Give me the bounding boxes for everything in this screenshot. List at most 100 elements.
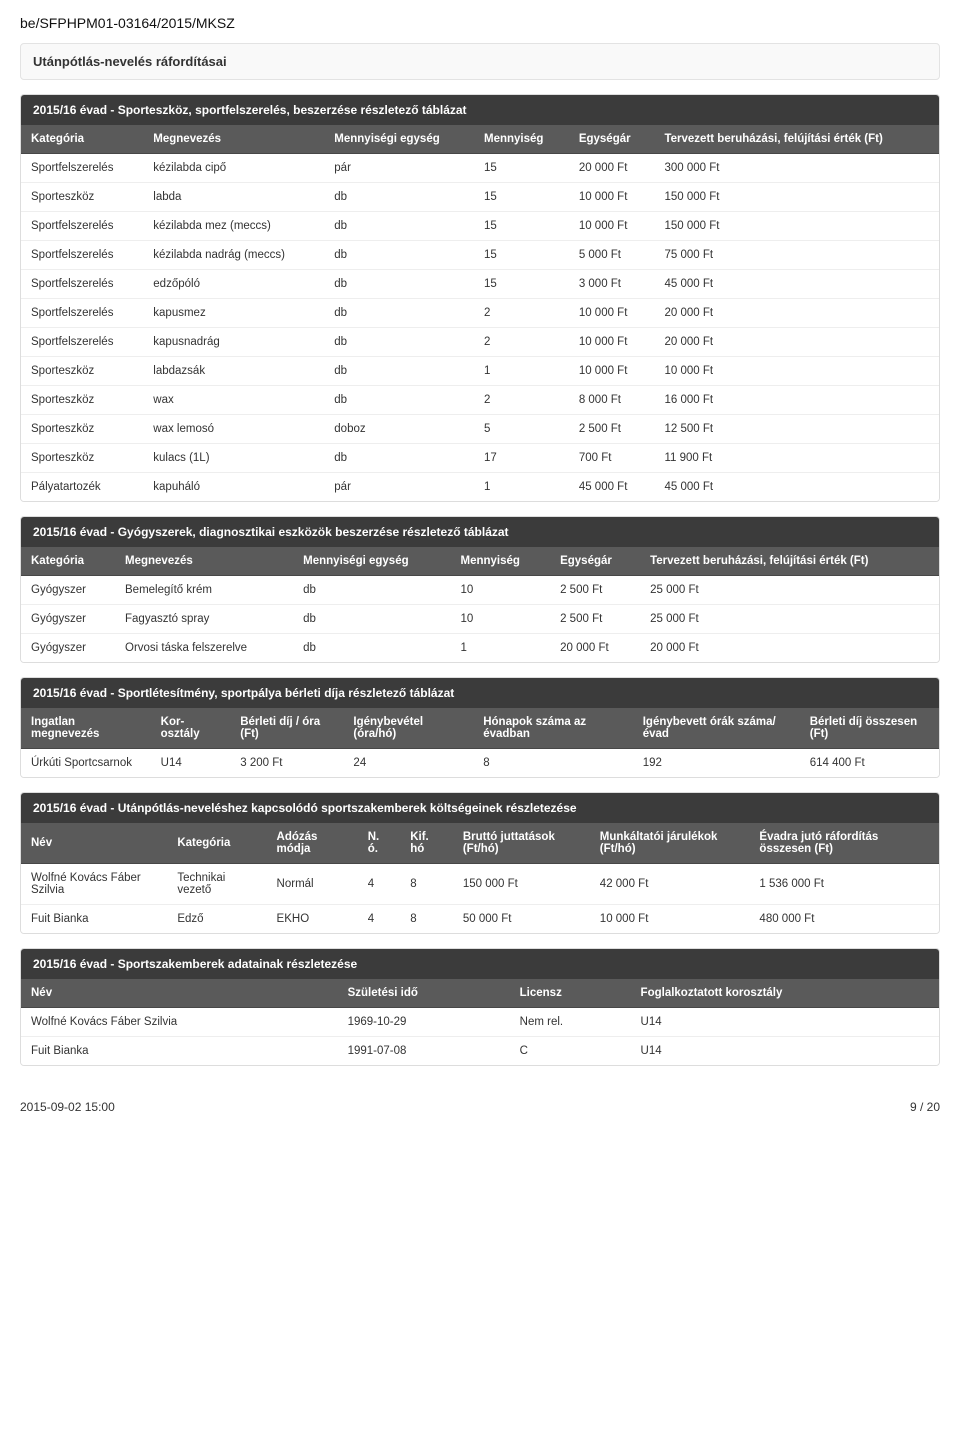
table-cell: 4 (358, 864, 400, 905)
table-cell: 25 000 Ft (640, 605, 939, 634)
table-cell: 3 200 Ft (230, 749, 343, 778)
table-cell: 25 000 Ft (640, 576, 939, 605)
table-row: Sportfelszereléskézilabda mez (meccs)db1… (21, 212, 939, 241)
table-cell: Technikai vezető (167, 864, 266, 905)
table-cell: Sporteszköz (21, 444, 143, 473)
table-cell: 10 000 Ft (569, 183, 655, 212)
table-cell: Fuit Bianka (21, 905, 167, 934)
table1-wrap: 2015/16 évad - Sporteszköz, sportfelszer… (20, 94, 940, 502)
table-cell: 150 000 Ft (654, 183, 939, 212)
table-cell: kapusnadrág (143, 328, 324, 357)
table-row: Sportfelszereléskapusnadrágdb210 000 Ft2… (21, 328, 939, 357)
table2-header-row: KategóriaMegnevezésMennyiségi egységMenn… (21, 547, 939, 576)
table-cell: 15 (474, 154, 569, 183)
table-cell: 2 500 Ft (569, 415, 655, 444)
column-header: Mennyiségi egység (324, 125, 474, 154)
column-header: Licensz (510, 979, 631, 1008)
column-header: Név (21, 979, 338, 1008)
column-header: Bérleti díj / óra (Ft) (230, 708, 343, 749)
column-header: Adózás módja (267, 823, 358, 864)
table-cell: 10 000 Ft (569, 357, 655, 386)
table-cell: 11 900 Ft (654, 444, 939, 473)
column-header: Bruttó juttatások (Ft/hó) (453, 823, 590, 864)
column-header: Kor-osztály (151, 708, 231, 749)
table-cell: 15 (474, 183, 569, 212)
table-cell: pár (324, 473, 474, 502)
table5-title: 2015/16 évad - Sportszakemberek adataina… (21, 949, 939, 979)
column-header: Bérleti díj összesen (Ft) (800, 708, 939, 749)
table-cell: labda (143, 183, 324, 212)
table-cell: 1969-10-29 (338, 1008, 510, 1037)
table-row: Sporteszközwaxdb28 000 Ft16 000 Ft (21, 386, 939, 415)
table-row: Sporteszközkulacs (1L)db17700 Ft11 900 F… (21, 444, 939, 473)
table-cell: Gyógyszer (21, 576, 115, 605)
table-cell: 5 000 Ft (569, 241, 655, 270)
table-cell: 16 000 Ft (654, 386, 939, 415)
table-cell: Úrkúti Sportcsarnok (21, 749, 151, 778)
column-header: Kif. hó (400, 823, 453, 864)
table-cell: kézilabda nadrág (meccs) (143, 241, 324, 270)
table-row: GyógyszerOrvosi táska felszerelvedb120 0… (21, 634, 939, 663)
table-cell: kapuháló (143, 473, 324, 502)
table-cell: Sporteszköz (21, 386, 143, 415)
column-header: Mennyiségi egység (293, 547, 450, 576)
table-cell: Bemelegítő krém (115, 576, 293, 605)
table-cell: kézilabda mez (meccs) (143, 212, 324, 241)
table-cell: 150 000 Ft (453, 864, 590, 905)
table-cell: 75 000 Ft (654, 241, 939, 270)
table3-header-row: Ingatlan megnevezésKor-osztályBérleti dí… (21, 708, 939, 749)
table-cell: Edző (167, 905, 266, 934)
table-cell: 15 (474, 270, 569, 299)
table-cell: 1 (474, 357, 569, 386)
table-cell: Fuit Bianka (21, 1037, 338, 1066)
table-cell: 10 000 Ft (654, 357, 939, 386)
column-header: Megnevezés (115, 547, 293, 576)
table-cell: Fagyasztó spray (115, 605, 293, 634)
table-cell: 8 (400, 864, 453, 905)
table-cell: 24 (343, 749, 473, 778)
table-cell: 300 000 Ft (654, 154, 939, 183)
column-header: Megnevezés (143, 125, 324, 154)
table-cell: EKHO (267, 905, 358, 934)
table-cell: db (324, 386, 474, 415)
table-row: Sporteszközlabdadb1510 000 Ft150 000 Ft (21, 183, 939, 212)
table3: Ingatlan megnevezésKor-osztályBérleti dí… (21, 708, 939, 777)
table-row: Wolfné Kovács Fáber Szilvia1969-10-29Nem… (21, 1008, 939, 1037)
table-cell: Sportfelszerelés (21, 154, 143, 183)
table-cell: Wolfné Kovács Fáber Szilvia (21, 864, 167, 905)
document-id: be/SFPHPM01-03164/2015/MKSZ (20, 15, 940, 31)
table-cell: 42 000 Ft (590, 864, 750, 905)
table-row: GyógyszerBemelegítő krémdb102 500 Ft25 0… (21, 576, 939, 605)
page: be/SFPHPM01-03164/2015/MKSZ Utánpótlás-n… (0, 0, 960, 1090)
table-cell: 50 000 Ft (453, 905, 590, 934)
table-cell: 45 000 Ft (654, 270, 939, 299)
table3-wrap: 2015/16 évad - Sportlétesítmény, sportpá… (20, 677, 940, 778)
table-cell: 2 (474, 328, 569, 357)
footer-timestamp: 2015-09-02 15:00 (20, 1100, 115, 1114)
table-cell: 150 000 Ft (654, 212, 939, 241)
table4: NévKategóriaAdózás módjaN. ó.Kif. hóBrut… (21, 823, 939, 933)
table-cell: 10 000 Ft (569, 299, 655, 328)
table-cell: db (324, 270, 474, 299)
table-cell: 480 000 Ft (749, 905, 939, 934)
table-cell: 10 000 Ft (569, 328, 655, 357)
table-cell: Pályatartozék (21, 473, 143, 502)
table-cell: db (324, 183, 474, 212)
table3-title: 2015/16 évad - Sportlétesítmény, sportpá… (21, 678, 939, 708)
table-cell: 10 000 Ft (569, 212, 655, 241)
table-cell: 1 (450, 634, 550, 663)
table-row: Pályatartozékkapuhálópár145 000 Ft45 000… (21, 473, 939, 502)
column-header: Mennyiség (450, 547, 550, 576)
table-row: Sportfelszereléskézilabda nadrág (meccs)… (21, 241, 939, 270)
table-cell: db (293, 634, 450, 663)
table-row: Wolfné Kovács Fáber SzilviaTechnikai vez… (21, 864, 939, 905)
table-cell: 2 500 Ft (550, 605, 640, 634)
table-cell: U14 (151, 749, 231, 778)
table-row: Sportfelszereléskézilabda cipőpár1520 00… (21, 154, 939, 183)
table-cell: db (324, 357, 474, 386)
table-cell: wax (143, 386, 324, 415)
table-cell: db (324, 212, 474, 241)
column-header: Ingatlan megnevezés (21, 708, 151, 749)
column-header: Név (21, 823, 167, 864)
table-cell: 2 500 Ft (550, 576, 640, 605)
